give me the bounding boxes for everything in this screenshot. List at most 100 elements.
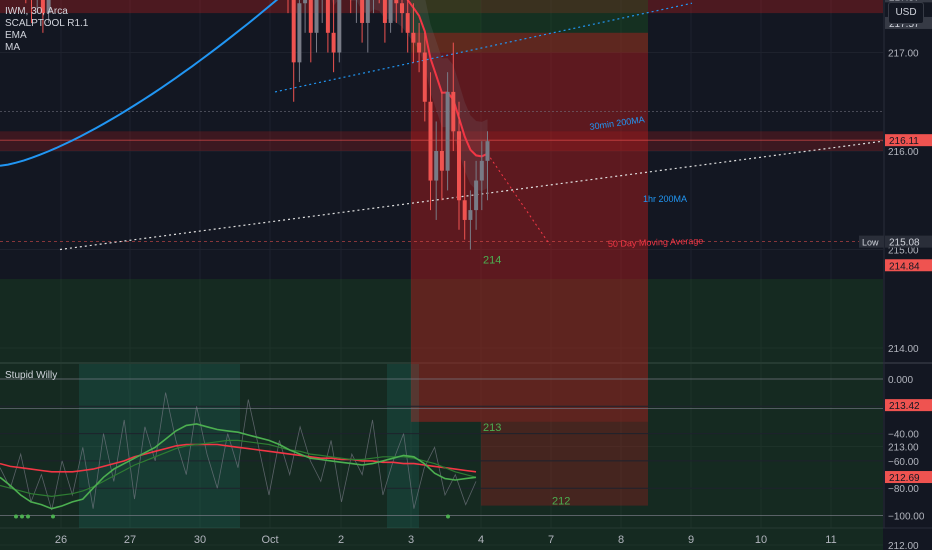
price-label-value: 217.57 <box>889 19 920 30</box>
price-zone <box>481 421 648 506</box>
ema-projection <box>487 153 551 246</box>
oscillator-title: Stupid Willy <box>5 370 58 381</box>
candle-body <box>400 3 404 14</box>
price-tick-label: 217.00 <box>888 49 919 60</box>
time-tick-label: 26 <box>55 534 67 546</box>
ma200-1hr-line <box>274 2 693 93</box>
candle-body <box>308 0 313 33</box>
oscillator-tick-label: 0.000 <box>888 375 913 386</box>
price-label-value: 213.42 <box>889 401 920 412</box>
oscillator-raw-line <box>0 392 477 511</box>
candle-body <box>457 131 461 201</box>
candle-body <box>331 32 336 53</box>
signal-dot <box>26 514 30 519</box>
price-label-box <box>885 471 932 484</box>
signal-dot <box>20 514 24 519</box>
price-label-tag: Low <box>862 238 879 248</box>
candle-body <box>411 32 416 43</box>
candle-body <box>479 160 484 181</box>
time-axis: 26 27 30 Oct 2 3 4 7 8 9 10 11 <box>55 534 837 546</box>
time-tick-label: 3 <box>408 534 414 546</box>
ema-band <box>331 0 488 191</box>
candle-body <box>360 0 365 23</box>
currency-button[interactable]: USD <box>888 2 924 24</box>
candle-body <box>434 151 439 181</box>
candle-body <box>451 91 456 132</box>
price-label-value: 215.08 <box>889 238 920 249</box>
oscillator-tick-label: −100.00 <box>888 512 925 523</box>
price-tick-label: 216.00 <box>888 147 919 158</box>
candle-body <box>462 200 467 220</box>
candle-body <box>394 0 399 4</box>
moving-averages <box>0 0 884 251</box>
time-tick-label: Oct <box>261 534 278 546</box>
candle-body <box>382 0 387 23</box>
signal-dot <box>14 514 18 519</box>
price-label-value: 217.57 <box>889 0 920 3</box>
candle-body <box>291 0 296 63</box>
price-zone <box>481 0 648 53</box>
price-zone <box>0 279 883 550</box>
candle-body <box>445 91 450 171</box>
annotation-50day-ma: 50 Day Moving Average <box>608 236 704 249</box>
candle-body <box>337 0 342 53</box>
price-tick-label: 212.00 <box>888 541 919 550</box>
candle-body <box>297 3 302 63</box>
time-tick-label: 27 <box>124 534 136 546</box>
price-label-value: 216.11 <box>889 136 919 147</box>
candle-body <box>474 180 479 211</box>
candle-body <box>388 0 393 23</box>
candle-body <box>314 0 319 33</box>
indicator-label-scalptool: SCALPTOOL R1.1 <box>5 18 89 29</box>
price-tick-label: 215.00 <box>888 246 919 257</box>
time-tick-label: 2 <box>338 534 344 546</box>
symbol-label: IWM, 30, Arca <box>5 6 68 17</box>
price-tick-label: 213.00 <box>888 443 919 454</box>
candle-body <box>40 0 45 14</box>
time-tick-label: 7 <box>548 534 554 546</box>
candle-body <box>485 141 490 161</box>
time-tick-label: 10 <box>755 534 767 546</box>
oscillator-tick-label: −80.00 <box>888 484 919 495</box>
time-tick-label: 4 <box>478 534 484 546</box>
price-label-box <box>885 0 932 3</box>
candle-body <box>365 0 370 23</box>
annotation-1hr-200ma: 1hr 200MA <box>643 194 687 204</box>
candle-body <box>405 13 410 33</box>
candle-body <box>325 0 330 33</box>
price-label-value: 212.69 <box>889 473 920 484</box>
time-tick-label: 30 <box>194 534 206 546</box>
time-tick-label: 8 <box>618 534 624 546</box>
signal-dot <box>446 514 450 519</box>
candle-body <box>303 0 308 4</box>
oscillator-slow-line <box>0 443 477 473</box>
price-label-box <box>885 399 932 412</box>
candle-body <box>439 151 444 171</box>
price-label-box <box>885 235 932 248</box>
level-label: 212 <box>552 496 570 508</box>
price-label-box <box>885 134 932 147</box>
candle-body <box>422 52 427 102</box>
oscillator-fast-line <box>0 423 477 510</box>
price-axis: 212.00213.00214.00215.00216.00217.00218.… <box>859 0 932 550</box>
price-label-box <box>885 259 932 272</box>
candle-body <box>46 0 51 14</box>
oscillator-pane: 0.000−20.00−40.00−60.00−80.00−100.00 <box>0 364 925 528</box>
time-tick-label: 11 <box>825 534 836 546</box>
oscillator-highlight <box>79 364 240 528</box>
oscillator-highlight <box>387 364 419 528</box>
ma200-line <box>0 0 279 167</box>
candle-body <box>468 210 473 220</box>
indicator-label-ema: EMA <box>5 30 27 41</box>
level-label: 214 <box>483 254 501 266</box>
candle-body <box>417 42 422 53</box>
candle-body <box>428 101 433 181</box>
price-label-value: 214.84 <box>889 261 920 272</box>
ma50-daily-line <box>59 140 884 251</box>
price-label-tag-box <box>859 235 884 248</box>
indicator-label-ma: MA <box>5 42 20 53</box>
level-label: 213 <box>483 422 501 434</box>
oscillator-tick-label: −40.00 <box>888 430 919 441</box>
